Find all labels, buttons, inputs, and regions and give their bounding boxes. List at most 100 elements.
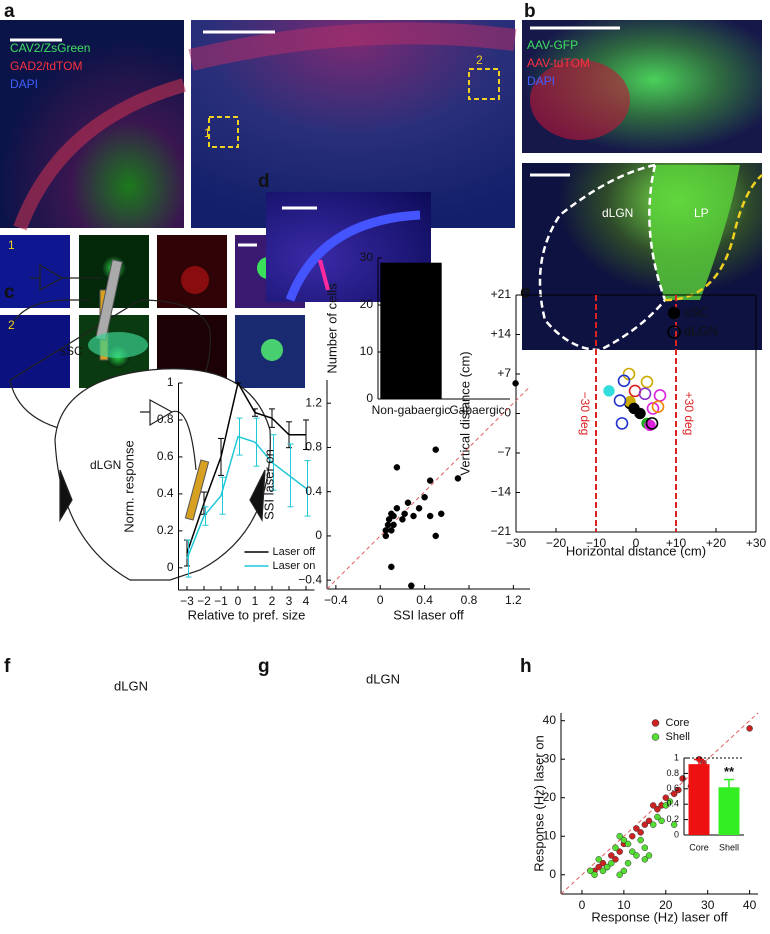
legend-label: Laser off [273, 546, 317, 558]
point [608, 852, 615, 859]
point [382, 527, 390, 534]
y-tick-label: 0.2 [157, 523, 174, 537]
point [662, 794, 670, 801]
y-axis-label: Vertical distance (cm) [457, 351, 472, 475]
point [633, 852, 640, 859]
point [612, 856, 619, 863]
electrode [184, 459, 210, 521]
legend-label: Core [666, 717, 690, 729]
y-tick-label: 20 [543, 790, 557, 804]
region-label: dLGN [602, 206, 633, 220]
cell [261, 339, 283, 361]
point [385, 516, 393, 523]
y-tick-label: 0.2 [666, 814, 679, 824]
y-tick-label: 0.4 [666, 799, 679, 809]
panel-label: d [258, 171, 270, 192]
point [399, 516, 406, 523]
point [432, 532, 439, 540]
y-tick-label: 0.6 [666, 783, 679, 793]
point [641, 844, 649, 852]
point [432, 446, 439, 453]
amplifier [140, 398, 197, 471]
point [620, 836, 628, 844]
inset-box [208, 116, 239, 148]
y-tick-label: 30 [360, 250, 374, 264]
x-tick-label: −1 [214, 594, 228, 608]
point [629, 832, 636, 840]
y-tick-label: 0 [674, 829, 679, 839]
x-tick-label: Core [689, 842, 709, 852]
y-axis-label: Number of cells [324, 283, 339, 374]
x-tick-label: 0 [235, 594, 242, 608]
legend-swatch [667, 325, 681, 339]
point [637, 829, 644, 836]
x-tick-label: 40 [743, 898, 757, 912]
annotation: +30 deg [682, 392, 696, 436]
point [599, 867, 607, 875]
y-tick-label: 1.2 [305, 395, 322, 409]
x-tick-label: 0 [377, 593, 384, 607]
point [390, 512, 397, 520]
y-tick-label: 30 [543, 751, 557, 765]
channel-label: AAV-tdTOM [527, 56, 590, 70]
point [640, 375, 654, 389]
y-tick-label: 0.4 [157, 486, 174, 500]
x-tick-label: 4 [303, 594, 310, 608]
x-tick-label: −10 [586, 536, 607, 550]
point [591, 871, 598, 878]
y-tick-label: −14 [491, 485, 512, 499]
schematic [9, 263, 271, 581]
point [595, 863, 602, 871]
y-tick-label: 40 [543, 713, 557, 727]
y-tick-label: −0.4 [298, 572, 322, 586]
point [595, 856, 602, 863]
x-tick-label: 0 [579, 898, 586, 912]
x-tick-label: −30 [506, 536, 527, 550]
y-tick-label: 20 [360, 297, 374, 311]
point [384, 521, 392, 529]
x-tick-label: −0.4 [324, 593, 348, 607]
x-tick-label: 1.2 [505, 593, 522, 607]
point [382, 532, 390, 540]
panel-label: b [524, 1, 536, 22]
x-tick-label: 0.4 [416, 593, 433, 607]
point [624, 840, 632, 848]
point [670, 790, 678, 798]
point [641, 821, 649, 828]
stain-blob [530, 60, 630, 140]
electrode-track [318, 259, 330, 291]
point [438, 510, 445, 518]
point [587, 867, 594, 875]
x-tick-label: 3 [286, 594, 293, 608]
row-label: 2 [8, 318, 15, 332]
point [616, 871, 623, 878]
channel-label: CAV2/ZsGreen [10, 41, 90, 55]
point [645, 817, 653, 825]
point [633, 825, 640, 832]
x-axis-label: Horizontal distance (cm) [566, 543, 706, 558]
inset-box [468, 68, 500, 100]
chart-title: dLGN [114, 678, 148, 693]
x-tick-label: 0 [633, 536, 640, 550]
stain-region [649, 165, 740, 300]
point [641, 856, 649, 863]
point [637, 836, 644, 844]
point [613, 394, 627, 407]
inset-label: 2 [476, 53, 483, 67]
point [638, 387, 652, 401]
point [649, 802, 657, 809]
bar [380, 262, 442, 399]
line [186, 380, 306, 554]
x-tick-label: 30 [701, 898, 715, 912]
point [408, 582, 415, 589]
y-tick-label: 10 [543, 828, 557, 842]
channel-label: DAPI [527, 74, 555, 88]
point [651, 400, 665, 414]
point [388, 527, 395, 534]
point [649, 821, 657, 828]
line [186, 435, 307, 559]
legend-label: Laser on [273, 560, 316, 572]
row-label: 1 [8, 238, 15, 252]
legend-swatch [667, 306, 681, 320]
y-axis-label: Response (Hz) laser on [531, 735, 546, 872]
